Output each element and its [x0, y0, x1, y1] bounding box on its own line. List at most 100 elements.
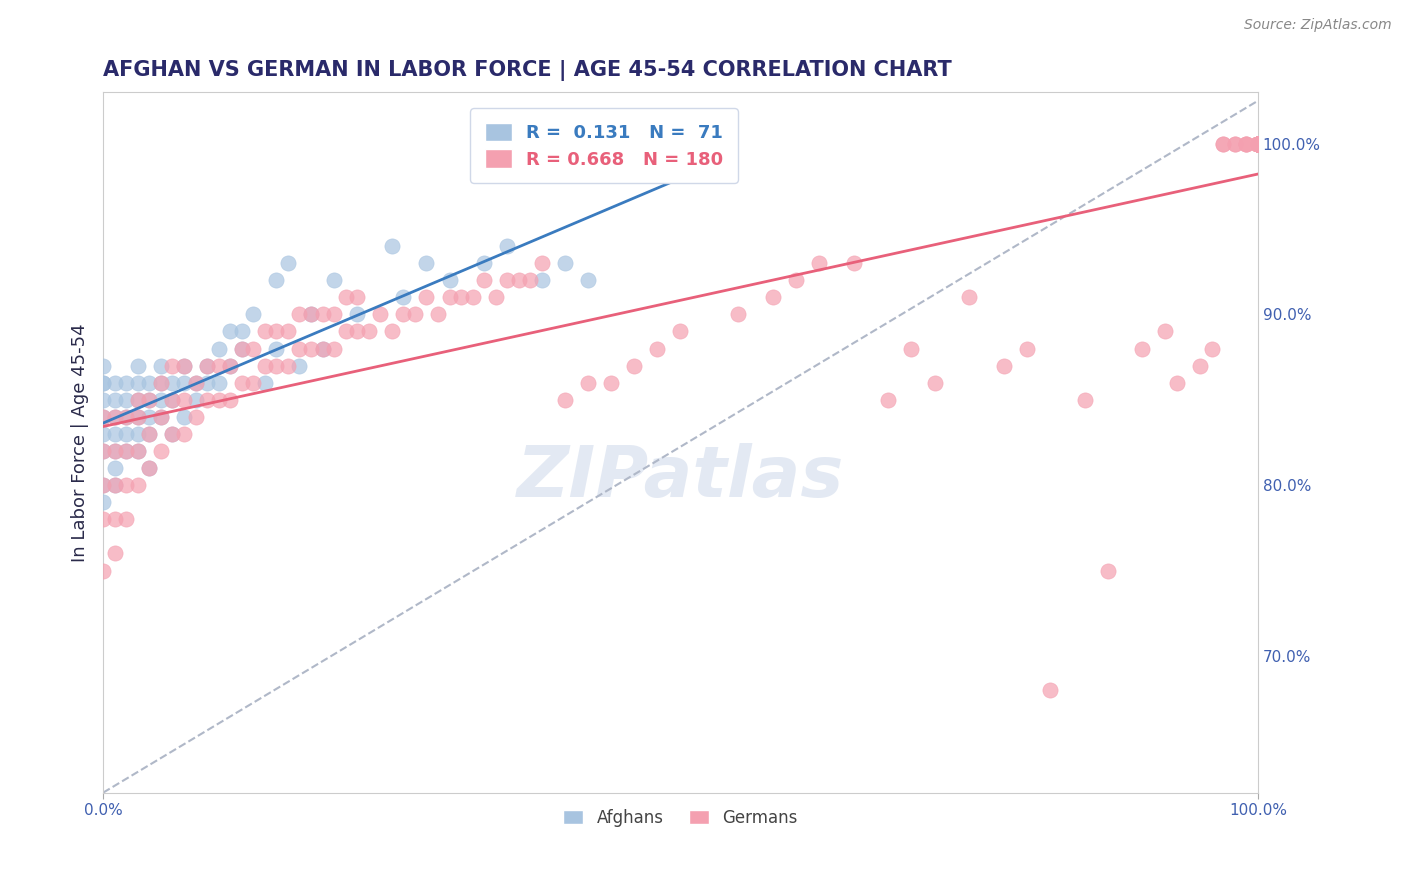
Point: [277, 359, 299, 373]
Point: [1247, 136, 1270, 151]
Point: [1247, 136, 1270, 151]
Point: [1166, 376, 1188, 390]
Legend: Afghans, Germans: Afghans, Germans: [557, 802, 804, 833]
Point: [253, 359, 276, 373]
Point: [485, 290, 508, 304]
Point: [785, 273, 807, 287]
Point: [1247, 136, 1270, 151]
Point: [381, 239, 404, 253]
Point: [138, 461, 160, 475]
Point: [1130, 342, 1153, 356]
Point: [1247, 136, 1270, 151]
Point: [184, 409, 207, 424]
Point: [173, 426, 195, 441]
Point: [115, 392, 138, 407]
Point: [1201, 342, 1223, 356]
Point: [368, 307, 391, 321]
Point: [162, 426, 184, 441]
Point: [496, 273, 519, 287]
Point: [554, 392, 576, 407]
Point: [762, 290, 785, 304]
Point: [1097, 564, 1119, 578]
Point: [138, 426, 160, 441]
Point: [195, 359, 218, 373]
Point: [1234, 136, 1257, 151]
Point: [162, 392, 184, 407]
Point: [623, 359, 645, 373]
Point: [1212, 136, 1234, 151]
Point: [346, 307, 368, 321]
Point: [207, 376, 229, 390]
Point: [1247, 136, 1270, 151]
Point: [1247, 136, 1270, 151]
Point: [323, 342, 346, 356]
Point: [1247, 136, 1270, 151]
Point: [277, 256, 299, 270]
Point: [1247, 136, 1270, 151]
Point: [1247, 136, 1270, 151]
Point: [173, 392, 195, 407]
Point: [924, 376, 946, 390]
Point: [1039, 683, 1062, 698]
Point: [219, 359, 242, 373]
Point: [392, 290, 415, 304]
Point: [91, 376, 114, 390]
Point: [1247, 136, 1270, 151]
Point: [1247, 136, 1270, 151]
Point: [138, 392, 160, 407]
Point: [149, 376, 172, 390]
Point: [127, 409, 149, 424]
Point: [1247, 136, 1270, 151]
Point: [266, 359, 288, 373]
Point: [1247, 136, 1270, 151]
Point: [91, 409, 114, 424]
Point: [288, 342, 311, 356]
Point: [127, 444, 149, 458]
Point: [1247, 136, 1270, 151]
Point: [242, 307, 264, 321]
Point: [127, 444, 149, 458]
Point: [104, 376, 127, 390]
Point: [1247, 136, 1270, 151]
Point: [91, 359, 114, 373]
Point: [253, 325, 276, 339]
Point: [1234, 136, 1257, 151]
Point: [231, 342, 253, 356]
Point: [138, 409, 160, 424]
Point: [207, 342, 229, 356]
Point: [288, 359, 311, 373]
Point: [149, 392, 172, 407]
Point: [231, 342, 253, 356]
Point: [184, 376, 207, 390]
Point: [138, 461, 160, 475]
Point: [1247, 136, 1270, 151]
Point: [91, 426, 114, 441]
Point: [1247, 136, 1270, 151]
Point: [195, 376, 218, 390]
Point: [1247, 136, 1270, 151]
Point: [381, 325, 404, 339]
Point: [266, 273, 288, 287]
Point: [127, 478, 149, 492]
Point: [647, 342, 669, 356]
Point: [323, 273, 346, 287]
Point: [1223, 136, 1246, 151]
Point: [138, 376, 160, 390]
Point: [1247, 136, 1270, 151]
Point: [1247, 136, 1270, 151]
Point: [149, 409, 172, 424]
Point: [404, 307, 426, 321]
Point: [138, 392, 160, 407]
Point: [1247, 136, 1270, 151]
Point: [138, 426, 160, 441]
Point: [299, 307, 322, 321]
Point: [115, 444, 138, 458]
Point: [91, 512, 114, 526]
Point: [576, 376, 599, 390]
Point: [1247, 136, 1270, 151]
Point: [253, 376, 276, 390]
Point: [1247, 136, 1270, 151]
Point: [1247, 136, 1270, 151]
Point: [1247, 136, 1270, 151]
Point: [1247, 136, 1270, 151]
